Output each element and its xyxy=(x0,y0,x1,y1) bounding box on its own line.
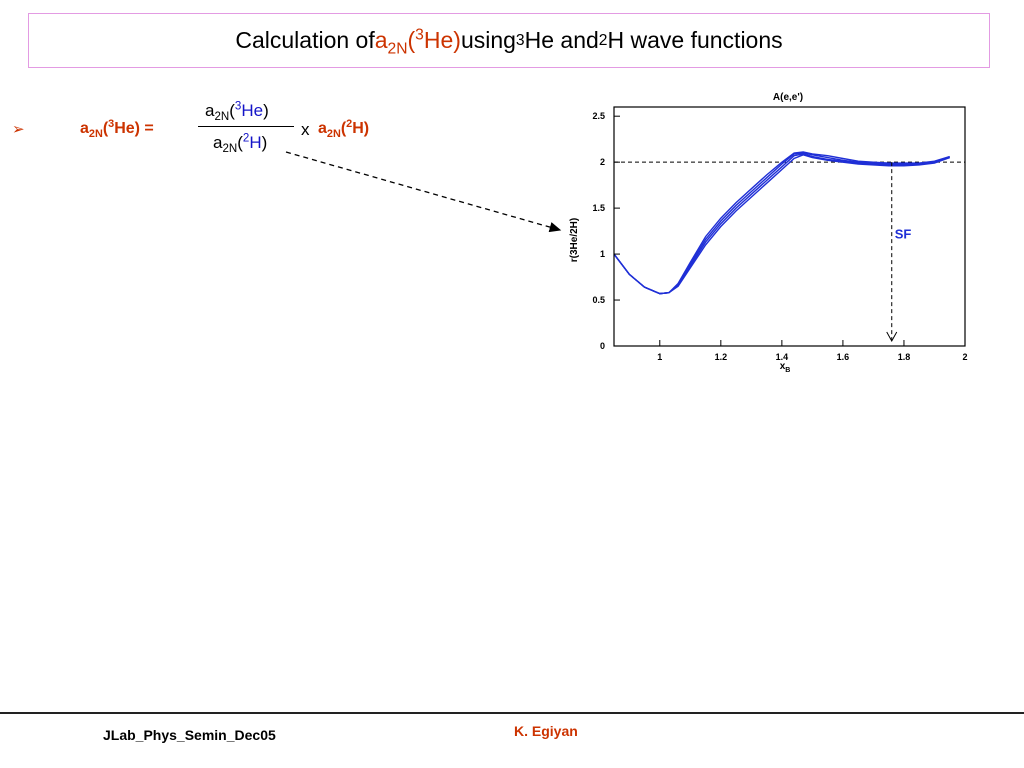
series-line xyxy=(613,152,950,295)
footer-talk-id: JLab_Phys_Semin_Dec05 xyxy=(103,727,276,743)
sf-arrowhead-icon xyxy=(886,331,898,343)
x-axis-label: xB xyxy=(780,361,791,374)
fraction-bar xyxy=(198,126,294,127)
x-tick-label: 1 xyxy=(657,352,662,362)
ratio-chart: A(e,e') 1 1.2 1.4 1.6 1.8 2 0 0.5 1 1.5 2 2.5 xB r(… xyxy=(569,92,968,374)
dashed-pointer-arrow xyxy=(285,151,562,233)
formula-lhs: a2N(3He) = xyxy=(80,118,154,140)
chart-title: A(e,e') xyxy=(773,92,803,103)
formula-rhs: a2N(2H) xyxy=(318,118,370,140)
title-prefix: Calculation of xyxy=(235,27,375,53)
x-tick-label: 2 xyxy=(962,352,967,362)
fraction-denominator: a2N(2H) xyxy=(213,132,268,156)
x-tick-label: 1.4 xyxy=(776,352,789,362)
times-sign: x xyxy=(301,120,310,139)
title-a2n-he3: a2N(3He) xyxy=(374,26,461,58)
fraction-numerator: a2N(3He) xyxy=(205,100,269,124)
footer-author: K. Egiyan xyxy=(514,723,578,739)
y-tick-label: 0.5 xyxy=(592,295,605,305)
y-tick-label: 2 xyxy=(600,157,605,167)
x-tick-label: 1.2 xyxy=(715,352,728,362)
footer-divider xyxy=(0,712,1024,714)
series-line xyxy=(613,151,950,295)
x-tick-label: 1.8 xyxy=(898,352,911,362)
y-tick-label: 2.5 xyxy=(592,111,605,121)
title-mid: using xyxy=(460,27,516,53)
sf-annotation-label: SF xyxy=(895,227,912,242)
y-tick-label: 1 xyxy=(600,249,605,259)
arrow-bullet-icon: ➢ xyxy=(12,121,25,138)
title-h-tail: H wave functions xyxy=(607,27,783,53)
title-he-tail: He and xyxy=(524,27,599,53)
series-line xyxy=(613,154,950,295)
series-line xyxy=(613,153,950,295)
x-tick-label: 1.6 xyxy=(837,352,850,362)
plot-frame xyxy=(613,106,966,347)
y-tick-label: 1.5 xyxy=(592,203,605,213)
y-axis-label: r(3He/2H) xyxy=(569,218,580,262)
y-tick-label: 0 xyxy=(600,341,605,351)
